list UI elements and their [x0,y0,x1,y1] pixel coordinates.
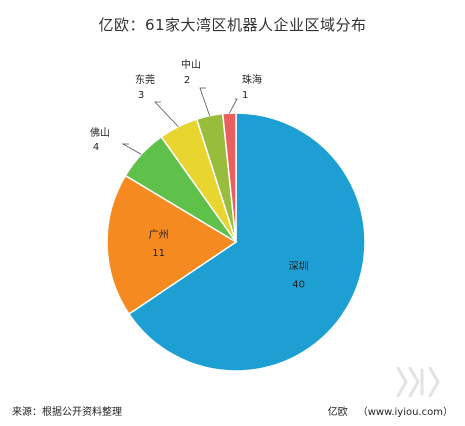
leader-line-4 [199,87,210,116]
slice-value-label-1: 11 [152,248,165,259]
slice-category-label-3: 东莞 [135,73,155,86]
pie-slice-1 [106,174,238,316]
slice-value-label-5: 1 [242,90,248,101]
leader-line-5 [229,98,238,114]
brand-url: （www.iyiou.com） [357,407,453,418]
chart-title: 亿欧：61家大湾区机器人企业区域分布 [98,16,367,34]
pie-labels: 深圳 40 广州 11 佛山 4 东莞 3 中山 2 珠海 1 [90,58,309,290]
brand-name: 亿欧 [327,407,348,418]
slice-category-label-1: 广州 [149,229,169,241]
pie-slice-0 [127,112,366,372]
slice-value-label-4: 2 [184,75,190,86]
slice-category-label-4: 中山 [181,58,201,71]
leader-line-2 [121,143,142,155]
leader-line-3 [154,101,179,127]
source-note: 来源：根据公开资料整理 [12,407,122,418]
pie-slices [106,112,366,372]
iyiou-watermark-icon [396,366,440,398]
slice-value-label-3: 3 [138,90,144,101]
brand-note: 亿欧 （www.iyiou.com） [328,403,453,418]
pie-leader-lines [121,87,238,155]
slice-category-label-2: 佛山 [90,126,110,139]
slice-category-label-5: 珠海 [242,73,262,86]
slice-category-label-0: 深圳 [289,260,309,272]
slice-value-label-2: 4 [93,142,99,153]
slice-value-label-0: 40 [292,279,305,290]
